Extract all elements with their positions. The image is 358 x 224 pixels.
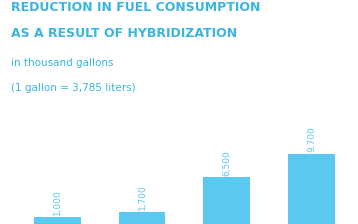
Text: AS A RESULT OF HYBRIDIZATION: AS A RESULT OF HYBRIDIZATION <box>11 27 237 40</box>
Text: 1,000: 1,000 <box>53 190 62 215</box>
Text: 9,700: 9,700 <box>307 127 316 152</box>
Text: (1 gallon = 3,785 liters): (1 gallon = 3,785 liters) <box>11 83 135 93</box>
Bar <box>288 154 335 224</box>
Text: in thousand gallons: in thousand gallons <box>11 58 113 68</box>
Bar <box>203 177 250 224</box>
Text: REDUCTION IN FUEL CONSUMPTION: REDUCTION IN FUEL CONSUMPTION <box>11 1 260 14</box>
Text: 1,700: 1,700 <box>137 185 146 210</box>
Text: 6,500: 6,500 <box>222 150 231 176</box>
Bar <box>119 212 165 224</box>
Bar <box>34 217 81 224</box>
